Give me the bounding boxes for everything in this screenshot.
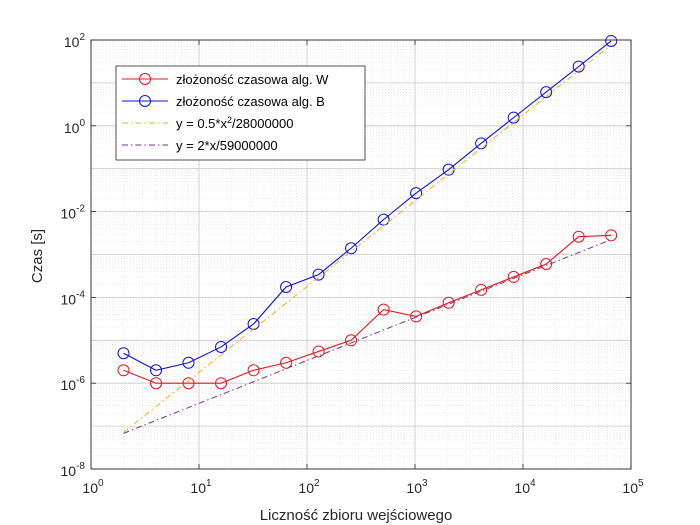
y-tick-label: 10-6 <box>61 375 86 393</box>
data-point <box>312 268 325 281</box>
x-tick-label: 103 <box>406 478 428 496</box>
legend-box <box>115 65 366 161</box>
data-point <box>377 303 390 316</box>
x-tick-label: 102 <box>298 478 320 496</box>
x-tick-label: 100 <box>82 478 104 496</box>
x-tick-label: 101 <box>190 478 212 496</box>
series-4 <box>123 239 612 434</box>
legend-item: y = 2*x/59000000 <box>122 138 278 153</box>
x-tick-label: 105 <box>622 478 644 496</box>
series-line <box>123 239 612 434</box>
legend-item: y = 0.5*x2/28000000 <box>122 115 293 131</box>
y-tick-label: 10-2 <box>61 204 86 222</box>
y-tick-label: 10-8 <box>61 461 86 479</box>
data-point <box>345 242 358 255</box>
y-axis-label: Czas [s] <box>29 229 46 283</box>
x-axis-label: Liczność zbioru wejściowego <box>260 507 453 524</box>
series-line <box>123 44 612 433</box>
series-1 <box>117 229 618 390</box>
data-point <box>247 364 260 377</box>
tick-labels: 100 101 102 103 104 105 10-8 10-6 10-4 10-2 100 102 <box>61 32 644 496</box>
legend-label: złożoność czasowa alg. W <box>176 72 329 87</box>
data-point <box>312 345 325 358</box>
series-3 <box>123 44 612 433</box>
data-point <box>605 229 618 242</box>
data-point <box>507 111 520 124</box>
legend-item: złożoność czasowa alg. B <box>122 94 325 109</box>
data-point <box>117 364 130 377</box>
y-tick-label: 10-4 <box>61 289 86 307</box>
data-point <box>117 347 130 360</box>
axes <box>90 39 632 470</box>
series-layer <box>117 34 618 434</box>
legend: złożoność czasowa alg. W złożoność czasow… <box>115 65 366 161</box>
data-point <box>280 356 293 369</box>
legend-swatch-marker <box>139 95 151 107</box>
data-point <box>280 280 293 293</box>
series-line <box>123 40 612 371</box>
data-point <box>540 86 553 99</box>
legend-item: złożoność czasowa alg. W <box>122 72 329 87</box>
y-tick-label: 102 <box>64 32 86 50</box>
data-point <box>572 230 585 243</box>
series-2 <box>117 34 618 377</box>
data-point <box>182 377 195 390</box>
y-tick-label: 100 <box>64 118 86 136</box>
data-point <box>410 187 423 200</box>
data-point <box>572 60 585 73</box>
legend-swatch-marker <box>139 73 151 85</box>
data-point <box>150 377 163 390</box>
data-point <box>377 213 390 226</box>
data-point <box>150 364 163 377</box>
data-point <box>540 258 553 271</box>
data-point <box>605 34 618 47</box>
legend-label: y = 0.5*x2/28000000 <box>176 115 293 131</box>
data-point <box>410 310 423 323</box>
series-line <box>123 234 612 384</box>
x-tick-label: 104 <box>514 478 536 496</box>
data-point <box>345 334 358 347</box>
data-point <box>507 270 520 283</box>
data-point <box>215 340 228 353</box>
data-point <box>442 296 455 309</box>
data-point <box>475 283 488 296</box>
data-point <box>215 377 228 390</box>
data-point <box>182 356 195 369</box>
axes-frame <box>90 39 632 470</box>
legend-label: y = 2*x/59000000 <box>176 138 278 153</box>
legend-label: złożoność czasowa alg. B <box>176 94 325 109</box>
